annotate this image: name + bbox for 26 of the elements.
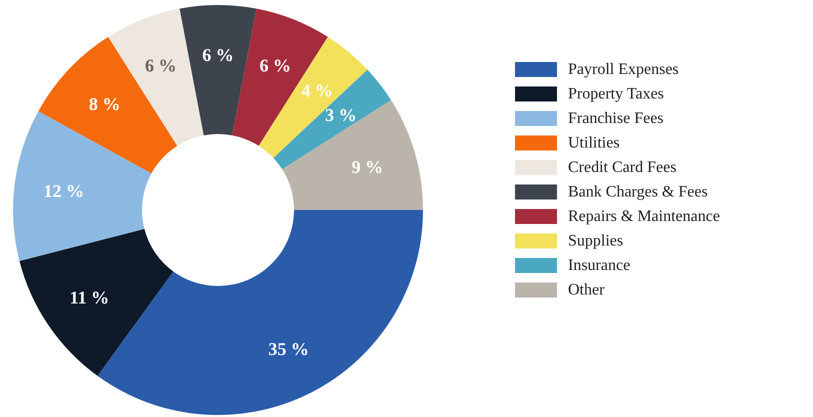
legend-label: Utilities xyxy=(568,134,620,152)
legend-label: Credit Card Fees xyxy=(568,159,676,176)
legend-label: Insurance xyxy=(568,257,630,274)
donut-slice xyxy=(13,111,152,261)
legend-label: Payroll Expenses xyxy=(568,61,679,78)
legend-label: Franchise Fees xyxy=(568,110,664,127)
data-label: 6 % xyxy=(145,56,177,76)
donut-slice xyxy=(180,5,256,136)
data-label: 12 % xyxy=(43,180,84,201)
donut-slice xyxy=(19,228,174,376)
donut-slice xyxy=(38,36,178,174)
data-label: 4 % xyxy=(301,80,333,100)
legend-label: Repairs & Maintenance xyxy=(568,208,720,225)
data-label: 11 % xyxy=(70,288,110,308)
data-label: 35 % xyxy=(268,338,309,359)
legend-label: Property Taxes xyxy=(568,86,664,102)
legend-label: Other xyxy=(568,282,606,298)
data-label: 9 % xyxy=(352,156,384,177)
donut-slice xyxy=(258,36,368,158)
donut-slice xyxy=(282,100,423,210)
data-label: 8 % xyxy=(88,94,120,114)
legend-label: Bank Charges & Fees xyxy=(568,184,708,200)
legend-label: Supplies xyxy=(568,232,624,250)
data-label: 3 % xyxy=(325,104,357,125)
data-label: 6 % xyxy=(202,44,234,65)
data-label: 6 % xyxy=(259,56,291,76)
